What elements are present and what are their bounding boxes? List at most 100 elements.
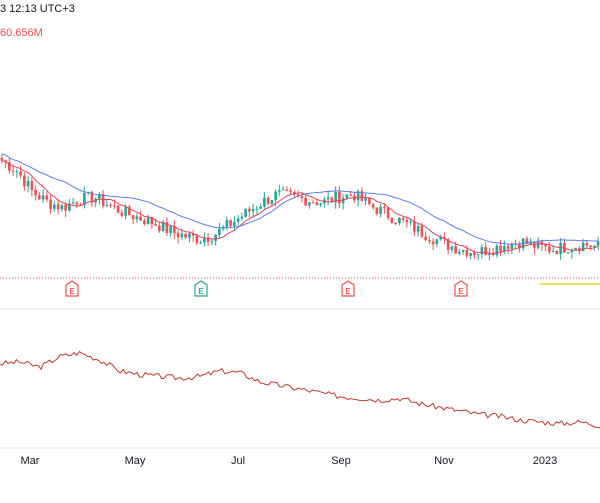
candle-body xyxy=(405,219,409,223)
candle-body xyxy=(356,191,360,201)
candle-body xyxy=(330,197,334,203)
candle-body xyxy=(555,251,559,255)
candle-body xyxy=(251,208,255,212)
candle-body xyxy=(368,197,371,205)
candle-body xyxy=(26,180,30,187)
pane-divider xyxy=(0,308,600,449)
candle-body xyxy=(413,221,416,232)
candle-body xyxy=(383,207,386,209)
candle-body xyxy=(469,252,472,257)
candle-body xyxy=(465,249,469,257)
candle-body xyxy=(334,191,337,203)
candle-body xyxy=(285,189,289,191)
earnings-marker[interactable]: E xyxy=(341,280,355,297)
candle-body xyxy=(218,228,221,235)
candle-body xyxy=(206,238,210,242)
candle-body xyxy=(473,252,476,256)
moving-averages xyxy=(1,153,599,255)
indicator-line xyxy=(0,350,600,429)
earnings-marker[interactable]: E xyxy=(194,280,208,297)
candle-body xyxy=(439,237,442,240)
earnings-marker[interactable]: E xyxy=(454,280,468,297)
candle-body xyxy=(34,189,37,196)
candle-body xyxy=(341,198,345,204)
earnings-marker-shape xyxy=(454,280,468,297)
candle-body xyxy=(11,170,15,172)
candle-body xyxy=(338,191,341,204)
candle-body xyxy=(424,236,427,241)
candle-body xyxy=(236,218,240,222)
candle-body xyxy=(180,233,184,238)
candle-body xyxy=(300,196,304,198)
candle-body xyxy=(420,225,424,237)
candle-body xyxy=(109,204,112,206)
candle-body xyxy=(188,233,191,238)
candle-body xyxy=(390,217,394,223)
candle-body xyxy=(484,247,487,256)
earnings-marker-label: E xyxy=(69,287,75,296)
candle-body xyxy=(503,246,506,252)
candle-body xyxy=(240,216,244,219)
candle-body xyxy=(326,197,330,200)
ma-slow-line xyxy=(1,153,599,245)
candle-body xyxy=(195,235,199,243)
candle-body xyxy=(428,240,431,242)
candle-body xyxy=(225,220,229,227)
candle-body xyxy=(244,208,247,217)
candle-body xyxy=(398,217,401,224)
candle-body xyxy=(360,191,364,201)
candle-body xyxy=(165,221,169,233)
candle-body xyxy=(0,157,4,161)
candle-body xyxy=(544,244,547,247)
candle-body xyxy=(214,234,217,241)
candle-body xyxy=(510,243,514,249)
x-tick-label: May xyxy=(125,455,146,467)
candle-body xyxy=(150,217,154,225)
candle-body xyxy=(435,239,439,245)
earnings-marker-label: E xyxy=(458,287,464,296)
candle-body xyxy=(559,242,562,255)
candle-body xyxy=(19,171,22,176)
candle-body xyxy=(248,208,251,212)
candle-body xyxy=(203,238,206,243)
candle-body xyxy=(105,204,109,206)
candle-body xyxy=(540,241,544,245)
candle-body xyxy=(278,190,281,192)
candle-body xyxy=(506,246,510,249)
candle-body xyxy=(75,202,79,205)
candle-body xyxy=(364,197,367,201)
candle-body xyxy=(304,197,307,206)
volume-readout: 60.656M xyxy=(0,27,43,39)
candle-body xyxy=(266,197,270,204)
candle-body xyxy=(56,204,60,210)
candle-body xyxy=(161,221,165,232)
candle-body xyxy=(53,204,56,209)
candle-body xyxy=(64,204,67,211)
candle-body xyxy=(401,217,405,220)
earnings-marker-shape xyxy=(194,280,208,297)
candle-body xyxy=(23,175,26,187)
candle-body xyxy=(499,245,502,252)
candle-body xyxy=(311,202,315,204)
candle-body xyxy=(416,225,420,232)
candle-body xyxy=(199,242,202,244)
candle-body xyxy=(255,208,259,210)
candle-body xyxy=(480,247,484,255)
candle-body xyxy=(518,243,521,249)
indicator-pane xyxy=(0,350,600,429)
candle-body xyxy=(143,220,146,225)
candle-body xyxy=(139,216,142,221)
candle-body xyxy=(274,191,277,201)
candle-body xyxy=(495,245,499,256)
candle-body xyxy=(375,207,379,214)
earnings-marker-label: E xyxy=(345,287,351,296)
x-tick-label: Sep xyxy=(331,455,351,467)
candle-body xyxy=(446,239,450,250)
candle-body xyxy=(308,202,311,206)
candle-body xyxy=(570,250,574,253)
candle-body xyxy=(461,249,465,252)
candle-body xyxy=(386,207,390,218)
earnings-marker[interactable]: E xyxy=(65,280,79,297)
